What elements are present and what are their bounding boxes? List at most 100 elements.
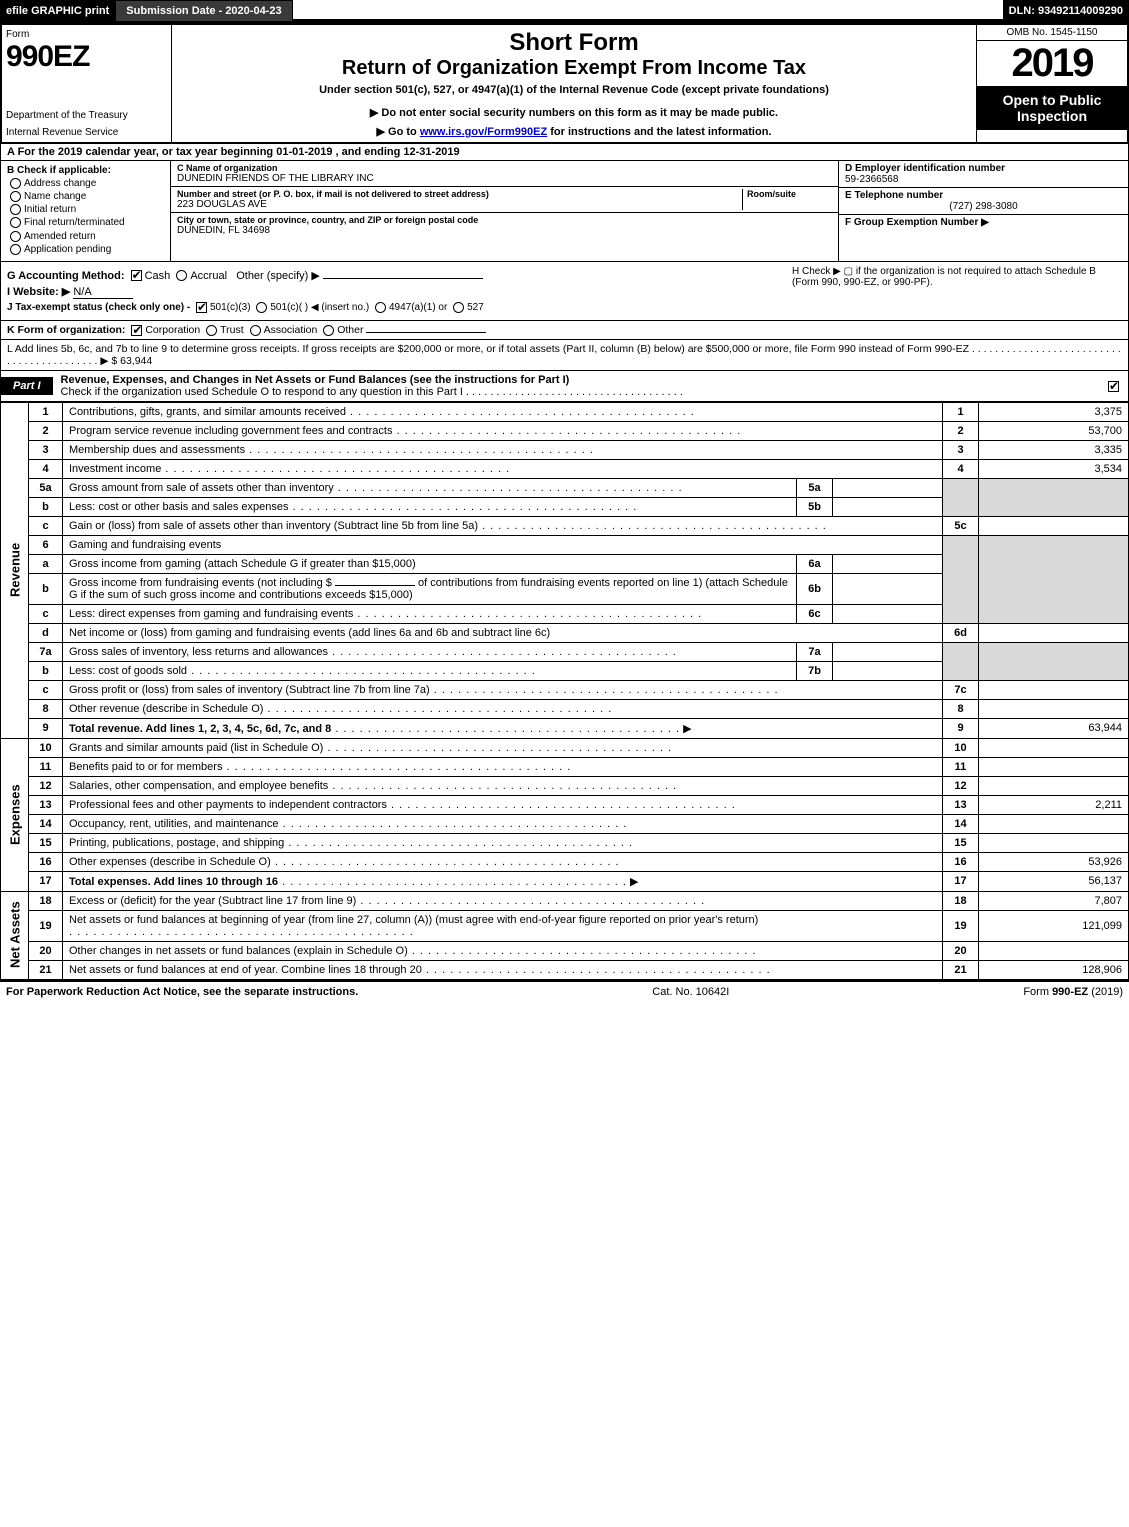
chk-amended-return[interactable] bbox=[10, 231, 21, 242]
row-a-begin: 01-01-2019 bbox=[276, 146, 332, 158]
chk-501c3[interactable] bbox=[196, 302, 207, 313]
dln-label: DLN: 93492114009290 bbox=[1003, 0, 1129, 22]
b-opt-2: Initial return bbox=[24, 204, 76, 215]
col-def: D Employer identification number 59-2366… bbox=[838, 161, 1128, 261]
amt-8 bbox=[979, 699, 1129, 718]
do-not-enter-text: ▶ Do not enter social security numbers o… bbox=[178, 106, 970, 119]
header-center: Short Form Return of Organization Exempt… bbox=[172, 25, 977, 142]
efile-print-label[interactable]: efile GRAPHIC print bbox=[0, 0, 115, 22]
c-room-label: Room/suite bbox=[747, 189, 832, 199]
chk-other-org[interactable] bbox=[323, 325, 334, 336]
j-o1: 501(c)(3) bbox=[210, 302, 251, 313]
chk-initial-return[interactable] bbox=[10, 204, 21, 215]
amt-6d bbox=[979, 623, 1129, 642]
ln-14: 14 bbox=[29, 814, 63, 833]
amt-11 bbox=[979, 757, 1129, 776]
amt-7c bbox=[979, 680, 1129, 699]
sub-6b: 6b bbox=[797, 573, 833, 604]
tax-year: 2019 bbox=[977, 41, 1127, 86]
grey-6 bbox=[943, 535, 979, 623]
d-6: Gaming and fundraising events bbox=[63, 535, 943, 554]
chk-trust[interactable] bbox=[206, 325, 217, 336]
d-16: Other expenses (describe in Schedule O) bbox=[69, 856, 271, 868]
chk-schedule-o-used[interactable] bbox=[1108, 381, 1119, 392]
d-11: Benefits paid to or for members bbox=[69, 761, 222, 773]
ln-5a: 5a bbox=[29, 478, 63, 497]
chk-name-change[interactable] bbox=[10, 191, 21, 202]
d-5a: Gross amount from sale of assets other t… bbox=[69, 482, 334, 494]
amt-12 bbox=[979, 776, 1129, 795]
goto-link[interactable]: www.irs.gov/Form990EZ bbox=[420, 126, 547, 138]
chk-527[interactable] bbox=[453, 302, 464, 313]
nc-14: 14 bbox=[943, 814, 979, 833]
header-left: Form 990EZ Department of the Treasury In… bbox=[2, 25, 172, 142]
chk-cash[interactable] bbox=[131, 270, 142, 281]
sub-5a: 5a bbox=[797, 478, 833, 497]
ln-10: 10 bbox=[29, 738, 63, 757]
d-6a: Gross income from gaming (attach Schedul… bbox=[69, 558, 416, 570]
j-o3: 4947(a)(1) or bbox=[389, 302, 447, 313]
ln-21: 21 bbox=[29, 960, 63, 979]
nc-1: 1 bbox=[943, 402, 979, 421]
b-opt-3: Final return/terminated bbox=[24, 218, 125, 229]
goto-post: for instructions and the latest informat… bbox=[550, 126, 771, 138]
amt-14 bbox=[979, 814, 1129, 833]
nc-18: 18 bbox=[943, 891, 979, 910]
chk-corporation[interactable] bbox=[131, 325, 142, 336]
b-title: B Check if applicable: bbox=[7, 165, 164, 176]
d-7a: Gross sales of inventory, less returns a… bbox=[69, 646, 328, 658]
d-6d: Net income or (loss) from gaming and fun… bbox=[69, 627, 550, 639]
e-label: E Telephone number bbox=[845, 190, 1122, 201]
grey-amt-6 bbox=[979, 535, 1129, 623]
subval-7b bbox=[833, 661, 943, 680]
ln-15: 15 bbox=[29, 833, 63, 852]
ln-6: 6 bbox=[29, 535, 63, 554]
part1-title: Revenue, Expenses, and Changes in Net As… bbox=[61, 374, 570, 386]
amt-13: 2,211 bbox=[979, 795, 1129, 814]
chk-501c[interactable] bbox=[256, 302, 267, 313]
chk-application-pending[interactable] bbox=[10, 244, 21, 255]
ln-5c: c bbox=[29, 516, 63, 535]
nc-11: 11 bbox=[943, 757, 979, 776]
chk-final-return[interactable] bbox=[10, 217, 21, 228]
footer-left: For Paperwork Reduction Act Notice, see … bbox=[6, 986, 358, 998]
ln-12: 12 bbox=[29, 776, 63, 795]
nc-4: 4 bbox=[943, 459, 979, 478]
subval-7a bbox=[833, 642, 943, 661]
ln-17: 17 bbox=[29, 871, 63, 891]
nc-7c: 7c bbox=[943, 680, 979, 699]
b-opt-4: Amended return bbox=[24, 231, 96, 242]
ln-20: 20 bbox=[29, 941, 63, 960]
nc-3: 3 bbox=[943, 440, 979, 459]
return-title: Return of Organization Exempt From Incom… bbox=[178, 57, 970, 80]
ln-19: 19 bbox=[29, 910, 63, 941]
part1-header: Part I Revenue, Expenses, and Changes in… bbox=[0, 371, 1129, 402]
chk-address-change[interactable] bbox=[10, 178, 21, 189]
subval-6c bbox=[833, 604, 943, 623]
ln-3: 3 bbox=[29, 440, 63, 459]
d-18: Excess or (deficit) for the year (Subtra… bbox=[69, 895, 356, 907]
subval-5b bbox=[833, 497, 943, 516]
ln-6a: a bbox=[29, 554, 63, 573]
chk-accrual[interactable] bbox=[176, 270, 187, 281]
amt-9: 63,944 bbox=[979, 718, 1129, 738]
d-19: Net assets or fund balances at beginning… bbox=[69, 914, 758, 926]
chk-association[interactable] bbox=[250, 325, 261, 336]
ln-6b: b bbox=[29, 573, 63, 604]
block-ghij: H Check ▶ ▢ if the organization is not r… bbox=[0, 262, 1129, 321]
sub-7b: 7b bbox=[797, 661, 833, 680]
form-header: Form 990EZ Department of the Treasury In… bbox=[0, 22, 1129, 144]
f-label: F Group Exemption Number ▶ bbox=[845, 217, 989, 228]
ln-11: 11 bbox=[29, 757, 63, 776]
row-a-pre: A For the 2019 calendar year, or tax yea… bbox=[7, 146, 276, 158]
chk-4947[interactable] bbox=[375, 302, 386, 313]
part1-tag: Part I bbox=[1, 377, 53, 395]
d-9: Total revenue. Add lines 1, 2, 3, 4, 5c,… bbox=[69, 723, 331, 735]
submission-date-button[interactable]: Submission Date - 2020-04-23 bbox=[115, 0, 292, 22]
section-k: K Form of organization: Corporation Trus… bbox=[0, 321, 1129, 340]
g-other-blank[interactable] bbox=[323, 278, 483, 279]
part1-check-line: Check if the organization used Schedule … bbox=[61, 386, 683, 398]
sub-7a: 7a bbox=[797, 642, 833, 661]
nc-16: 16 bbox=[943, 852, 979, 871]
amt-10 bbox=[979, 738, 1129, 757]
